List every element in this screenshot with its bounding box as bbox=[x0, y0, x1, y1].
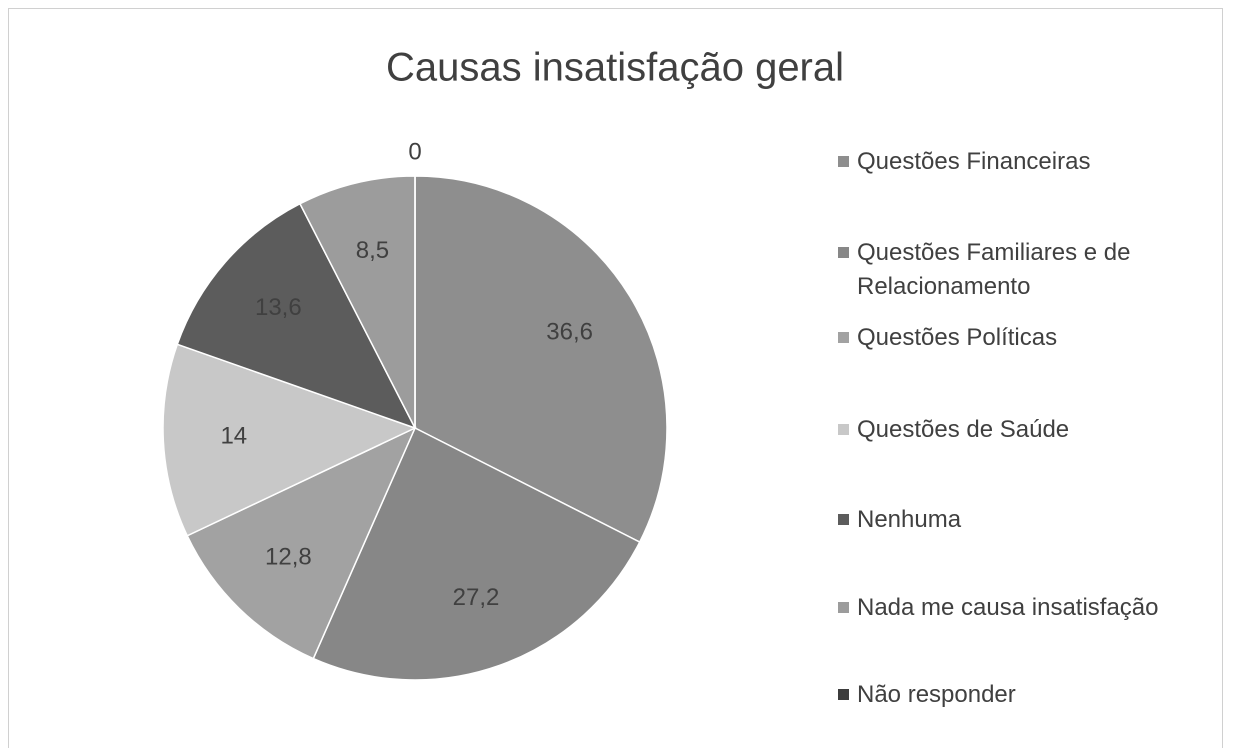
legend-item: Questões Familiares e de Relacionamento bbox=[838, 236, 1208, 304]
legend-swatch bbox=[838, 332, 849, 343]
legend-label: Questões Financeiras bbox=[857, 148, 1091, 175]
legend-item: Nada me causa insatisfação bbox=[838, 591, 1208, 625]
legend-label: Questões de Saúde bbox=[857, 416, 1070, 443]
legend-item: Nenhuma bbox=[838, 503, 1208, 537]
legend-swatch bbox=[838, 602, 849, 613]
pie-slice bbox=[186, 426, 417, 660]
legend-label: Questões Políticas bbox=[857, 324, 1058, 351]
pie-slice bbox=[298, 175, 416, 429]
legend-swatch bbox=[838, 514, 849, 525]
pie-slice bbox=[414, 175, 668, 544]
legend-label: Nenhuma bbox=[857, 506, 962, 533]
legend-item: Questões Financeiras bbox=[838, 145, 1208, 179]
legend-swatch bbox=[838, 156, 849, 167]
legend-item: Questões de Saúde bbox=[838, 413, 1208, 447]
data-label: 8,5 bbox=[356, 237, 389, 264]
legend-swatch bbox=[838, 424, 849, 435]
pie-slice bbox=[176, 202, 417, 430]
data-label: 12,8 bbox=[265, 543, 312, 570]
legend-item: Questões Políticas bbox=[838, 321, 1208, 355]
data-label: 27,2 bbox=[453, 584, 500, 611]
pie-slice bbox=[312, 426, 641, 681]
legend: Questões Financeiras Questões Familiares … bbox=[838, 0, 1208, 748]
legend-swatch bbox=[838, 247, 849, 258]
legend-label: Não responder bbox=[857, 681, 1016, 708]
data-label: 13,6 bbox=[255, 294, 302, 321]
data-label: 0 bbox=[408, 139, 421, 166]
legend-label: Questões Familiares e de Relacionamento bbox=[857, 239, 1131, 300]
legend-swatch bbox=[838, 689, 849, 700]
data-label: 36,6 bbox=[546, 318, 593, 345]
data-label: 14 bbox=[220, 423, 247, 450]
legend-item: Não responder bbox=[838, 678, 1208, 712]
legend-label: Nada me causa insatisfação bbox=[857, 594, 1159, 621]
chart-title: Causas insatisfação geral bbox=[386, 46, 844, 90]
pie-slice bbox=[162, 343, 417, 537]
